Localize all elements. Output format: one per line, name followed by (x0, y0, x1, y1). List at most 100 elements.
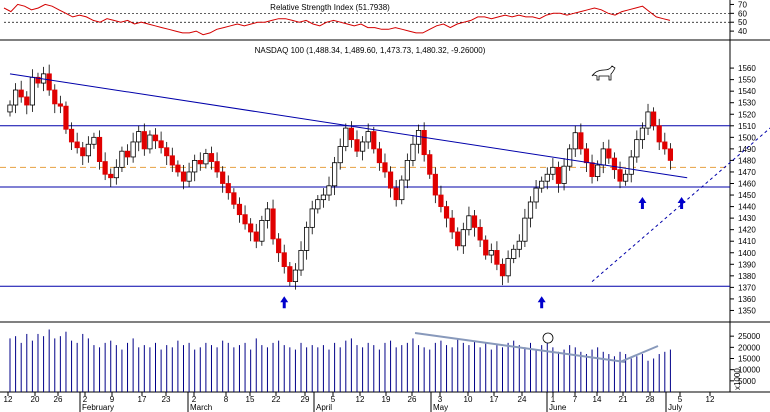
candle-body (96, 136, 103, 162)
candle-body (656, 125, 662, 143)
candle-body (399, 179, 405, 201)
candle-body (376, 148, 382, 164)
candle-body (203, 153, 209, 165)
candle-body (421, 130, 427, 156)
candle-body (136, 131, 142, 143)
candle-body (304, 226, 310, 251)
candle-body (387, 171, 394, 189)
candle-body (85, 143, 91, 157)
candle-body (12, 89, 19, 106)
candle-body (29, 76, 35, 106)
candle-body (214, 161, 220, 173)
candle-body (595, 164, 601, 177)
x-tick-label: 28 (646, 395, 655, 404)
candle-body (298, 250, 304, 271)
candle-body (74, 141, 80, 149)
month-label: April (316, 403, 332, 412)
up-arrow-icon (677, 196, 686, 209)
candle-body (533, 187, 539, 203)
candle-body (662, 141, 668, 150)
candle-body (617, 169, 623, 182)
rsi-y-tick-label: 70 (738, 0, 747, 9)
candle-body (639, 127, 646, 141)
candle-body (443, 206, 450, 219)
candle-body (667, 148, 674, 161)
volume-y-tick-label: 15000 (738, 355, 761, 364)
candle-body (236, 203, 243, 216)
candle-body (91, 136, 97, 145)
candle-body (35, 76, 41, 84)
month-label: July (668, 403, 682, 412)
candle-body (348, 127, 354, 141)
candle-body (46, 73, 52, 91)
candle-body (124, 150, 131, 158)
candle-body (276, 238, 282, 254)
month-label: June (549, 403, 567, 412)
price-y-tick-label: 1360 (738, 295, 756, 304)
x-tick-label: 19 (382, 395, 391, 404)
candle-body (259, 220, 265, 242)
candle-body (365, 131, 371, 143)
candle-body (175, 164, 181, 173)
candle-body (343, 127, 349, 147)
x-tick-label: 8 (224, 395, 229, 404)
price-y-tick-label: 1540 (738, 87, 756, 96)
candle-body (208, 153, 215, 162)
candle-body (102, 161, 108, 175)
x-tick-label: 12 (4, 395, 13, 404)
bull-icon (591, 65, 616, 81)
candle-body (589, 162, 595, 177)
month-label: March (190, 403, 212, 412)
price-y-tick-label: 1500 (738, 133, 756, 142)
candle-body (248, 223, 254, 233)
candle-body (578, 132, 584, 150)
candle-body (427, 154, 433, 175)
candle-body (108, 173, 114, 179)
candle-body (572, 132, 578, 150)
candle-body (651, 111, 657, 127)
candle-body (270, 208, 276, 240)
candle-body (24, 96, 30, 106)
candle-body (147, 134, 153, 150)
price-y-tick-label: 1560 (738, 64, 756, 73)
candle-body (499, 263, 506, 277)
x-tick-label: 2 (192, 395, 197, 404)
candle-body (460, 229, 466, 247)
candle-body (80, 147, 86, 157)
volume-downtrend-line (414, 332, 626, 363)
price-y-tick-label: 1410 (738, 237, 756, 246)
candle-body (634, 139, 640, 158)
x-tick-label: 29 (301, 395, 310, 404)
x-tick-label: 5 (678, 395, 683, 404)
rsi-title: Relative Strength Index (51.7938) (270, 3, 390, 12)
price-y-tick-label: 1380 (738, 272, 756, 281)
candle-body (130, 141, 136, 158)
candle-body (539, 180, 545, 189)
x-tick-label: 1 (551, 395, 556, 404)
price-y-tick-label: 1470 (738, 168, 756, 177)
price-y-tick-label: 1450 (738, 191, 756, 200)
candle-body (68, 128, 75, 143)
candle-body (505, 258, 511, 277)
candle-body (561, 165, 567, 184)
volume-uptrend-line (619, 345, 659, 363)
candle-body (471, 215, 478, 228)
up-arrow-icon (537, 296, 546, 309)
month-label: May (433, 403, 448, 412)
candle-body (449, 217, 455, 233)
candle-body (600, 148, 606, 166)
candle-body (225, 183, 231, 194)
x-tick-label: 15 (246, 395, 255, 404)
candle-body (432, 173, 438, 196)
price-title: NASDAQ 100 (1,488.34, 1,489.60, 1,473.73… (255, 46, 486, 55)
candle-body (583, 148, 590, 164)
rsi-y-tick-label: 40 (738, 27, 747, 36)
volume-y-tick-label: 5000 (738, 377, 756, 386)
x-tick-label: 21 (619, 395, 628, 404)
x-tick-label: 24 (518, 395, 527, 404)
price-y-tick-label: 1520 (738, 110, 756, 119)
x-tick-label: 12 (356, 395, 365, 404)
date-axis: 12 20 26 2 9 17 23 2 8 15 22 29 5 12 19 26 3 10 17 24 1 7 14 21… (4, 392, 715, 412)
candle-body (18, 89, 24, 98)
candle-body (623, 173, 629, 182)
